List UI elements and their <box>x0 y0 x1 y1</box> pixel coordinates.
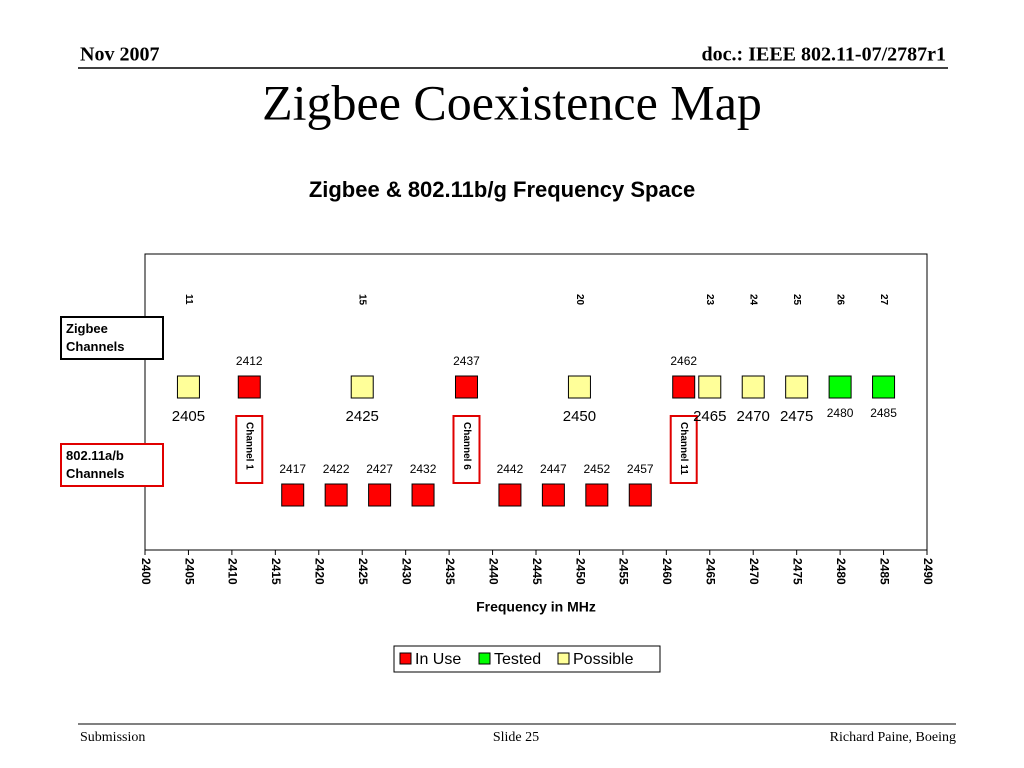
point-label: 2450 <box>563 408 596 425</box>
point <box>411 483 435 507</box>
x-tick-label: 2485 <box>877 558 891 585</box>
point-label: 2422 <box>323 462 350 476</box>
point-label: 2462 <box>670 354 697 368</box>
header-date: Nov 2007 <box>80 44 159 66</box>
channel-label: Channel 11 <box>678 422 689 475</box>
point-label: 2442 <box>497 462 524 476</box>
point <box>872 375 896 399</box>
channel-box <box>452 415 481 484</box>
plot-area <box>144 253 928 551</box>
point-label: 2447 <box>540 462 567 476</box>
x-tick-label: 2445 <box>530 558 544 585</box>
x-tick-label: 2425 <box>356 558 370 585</box>
x-tick-label: 2455 <box>617 558 631 585</box>
x-tick-label: 2405 <box>182 558 196 585</box>
row-label: 802.11a/b Channels <box>60 443 164 487</box>
legend-label: Possible <box>573 651 634 668</box>
chart-title: Zigbee & 802.11b/g Frequency Space <box>309 177 695 202</box>
point-label: 2417 <box>279 462 306 476</box>
footer-center: Slide 25 <box>493 730 539 745</box>
x-tick-label: 2440 <box>486 558 500 585</box>
point <box>628 483 652 507</box>
point-label: 2405 <box>172 408 205 425</box>
legend-swatch <box>478 652 491 665</box>
x-tick-label: 2450 <box>573 558 587 585</box>
point-label: 2437 <box>453 354 480 368</box>
point <box>541 483 565 507</box>
point-label: 2470 <box>737 408 770 425</box>
channel-box <box>669 415 698 484</box>
point-label: 2457 <box>627 462 654 476</box>
x-tick-label: 2435 <box>443 558 457 585</box>
footer-left: Submission <box>80 730 145 745</box>
x-tick-label: 2420 <box>313 558 327 585</box>
zigbee-channel-number: 27 <box>878 294 889 306</box>
point-label: 2452 <box>583 462 610 476</box>
point-label: 2485 <box>870 406 897 420</box>
point <box>828 375 852 399</box>
x-tick-label: 2480 <box>834 558 848 585</box>
point <box>498 483 522 507</box>
zigbee-channel-number: 15 <box>357 294 368 306</box>
point <box>350 375 374 399</box>
footer-right: Richard Paine, Boeing <box>830 730 956 745</box>
x-tick-label: 2465 <box>704 558 718 585</box>
x-tick-label: 2430 <box>399 558 413 585</box>
channel-label: Channel 1 <box>244 422 255 470</box>
legend-box <box>393 645 661 673</box>
channel-box <box>235 415 264 484</box>
point <box>176 375 200 399</box>
point <box>672 375 696 399</box>
x-tick-label: 2475 <box>790 558 804 585</box>
x-tick-label: 2490 <box>921 558 935 585</box>
point <box>281 483 305 507</box>
point-label: 2475 <box>780 408 813 425</box>
x-tick-label: 2460 <box>660 558 674 585</box>
zigbee-channel-number: 23 <box>704 294 715 306</box>
point <box>567 375 591 399</box>
x-tick-label: 2400 <box>139 558 153 585</box>
row-label: Zigbee Channels <box>60 316 164 360</box>
legend-label: In Use <box>415 651 461 668</box>
point <box>324 483 348 507</box>
point <box>785 375 809 399</box>
x-axis-label: Frequency in MHz <box>476 599 596 615</box>
point <box>585 483 609 507</box>
zigbee-channel-number: 11 <box>183 294 194 305</box>
legend-label: Tested <box>494 651 541 668</box>
point <box>741 375 765 399</box>
channel-label: Channel 6 <box>461 422 472 470</box>
point-label: 2432 <box>410 462 437 476</box>
point <box>698 375 722 399</box>
zigbee-channel-number: 25 <box>791 294 802 306</box>
point <box>237 375 261 399</box>
legend-swatch <box>557 652 570 665</box>
x-tick-label: 2470 <box>747 558 761 585</box>
point-label: 2412 <box>236 354 263 368</box>
point-label: 2425 <box>346 408 379 425</box>
point-label: 2465 <box>693 408 726 425</box>
header-doc: doc.: IEEE 802.11-07/2787r1 <box>702 44 946 66</box>
x-tick-label: 2415 <box>269 558 283 585</box>
point <box>368 483 392 507</box>
zigbee-channel-number: 24 <box>748 294 759 306</box>
slide-title: Zigbee Coexistence Map <box>262 74 762 130</box>
zigbee-channel-number: 20 <box>574 294 585 306</box>
zigbee-channel-number: 26 <box>834 294 845 306</box>
point-label: 2427 <box>366 462 393 476</box>
point <box>454 375 478 399</box>
point-label: 2480 <box>827 406 854 420</box>
legend-swatch <box>399 652 412 665</box>
x-tick-label: 2410 <box>226 558 240 585</box>
